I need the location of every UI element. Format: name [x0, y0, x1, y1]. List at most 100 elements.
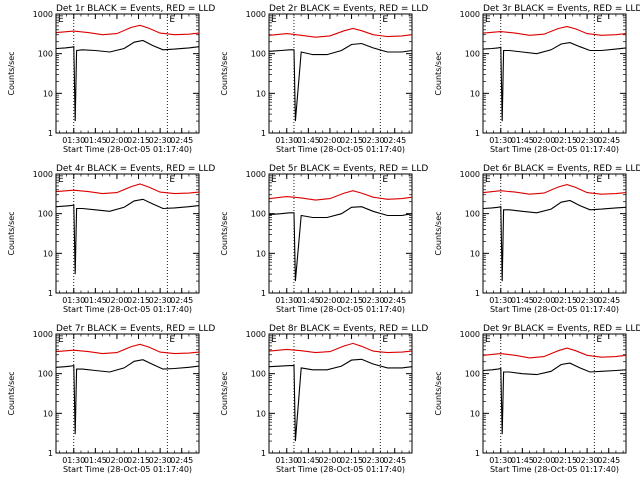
x-tick-label: 01:45 — [84, 136, 107, 145]
event-marker-label: E — [596, 335, 602, 345]
series-line-events — [269, 358, 413, 442]
y-tick-label: 1000 — [33, 10, 53, 19]
chart-title: Det 1r BLACK = Events, RED = LLD — [56, 4, 215, 14]
chart-panel-4: Det 4r BLACK = Events, RED = LLD 1 10 100 10… — [7, 164, 215, 314]
chart-panel-2: Det 2r BLACK = Events, RED = LLD 1 10 100 10… — [220, 4, 428, 154]
x-tick-label: 01:30 — [275, 456, 298, 465]
chart-panel-6: Det 6r BLACK = Events, RED = LLD 1 10 100 10… — [434, 164, 640, 314]
x-tick-label: 02:45 — [597, 456, 620, 465]
y-tick-label: 10 — [256, 89, 266, 98]
chart-panel-1: Det 1r BLACK = Events, RED = LLD 1 10 100 10… — [7, 4, 215, 154]
x-tick-label: 02:45 — [597, 296, 620, 305]
series-line-events — [56, 198, 200, 275]
x-axis-label: Start Time (28-Oct-05 01:17:40) — [276, 465, 405, 474]
y-tick-label: 10 — [256, 249, 266, 258]
series-line-lld — [269, 342, 413, 354]
event-marker-label: E — [382, 175, 388, 185]
x-tick-label: 02:30 — [149, 296, 172, 305]
y-axis-label: Counts/sec — [220, 51, 229, 95]
y-tick-label: 1 — [475, 129, 480, 138]
chart-panel-8: Det 8r BLACK = Events, RED = LLD 1 10 100 10… — [220, 324, 428, 474]
x-tick-label: 01:45 — [297, 296, 320, 305]
chart-panel-9: Det 9r BLACK = Events, RED = LLD 1 10 100 10… — [434, 324, 640, 474]
plot-frame — [268, 173, 413, 294]
series-line-events — [269, 206, 413, 282]
y-tick-label: 100 — [251, 370, 266, 379]
x-tick-label: 02:15 — [340, 136, 363, 145]
x-tick-label: 02:45 — [170, 296, 193, 305]
event-marker-label: E — [485, 175, 491, 185]
x-tick-label: 02:00 — [105, 456, 128, 465]
x-tick-label: 02:30 — [362, 296, 385, 305]
y-axis-label: Counts/sec — [220, 371, 229, 415]
y-axis-label: Counts/sec — [7, 371, 16, 415]
x-tick-label: 02:00 — [532, 296, 555, 305]
x-tick-label: 01:45 — [297, 456, 320, 465]
y-tick-label: 10 — [256, 409, 266, 418]
event-marker-label: E — [485, 15, 491, 25]
chart-title: Det 4r BLACK = Events, RED = LLD — [56, 164, 215, 174]
y-axis-label: Counts/sec — [220, 211, 229, 255]
x-tick-label: 02:15 — [127, 136, 150, 145]
event-marker-label: E — [169, 15, 175, 25]
x-tick-label: 02:30 — [362, 136, 385, 145]
y-tick-label: 10 — [43, 89, 53, 98]
x-tick-label: 01:45 — [511, 456, 534, 465]
event-marker-label: E — [169, 175, 175, 185]
event-marker-label: E — [271, 15, 277, 25]
x-tick-label: 02:00 — [318, 136, 341, 145]
y-tick-label: 100 — [38, 210, 53, 219]
y-tick-label: 1 — [475, 289, 480, 298]
x-tick-label: 01:30 — [489, 456, 512, 465]
y-tick-label: 100 — [251, 210, 266, 219]
plot-frame — [268, 333, 413, 454]
y-tick-label: 1 — [48, 289, 53, 298]
series-line-events — [56, 359, 200, 435]
event-marker-label: E — [596, 15, 602, 25]
chart-title: Det 3r BLACK = Events, RED = LLD — [483, 4, 640, 14]
plot-frame — [482, 333, 627, 454]
chart-panel-3: Det 3r BLACK = Events, RED = LLD 1 10 100 10… — [434, 4, 640, 154]
y-tick-label: 10 — [470, 409, 480, 418]
series-line-lld — [56, 183, 200, 195]
x-tick-label: 01:30 — [489, 136, 512, 145]
series-line-events — [483, 199, 627, 282]
x-axis-label: Start Time (28-Oct-05 01:17:40) — [63, 305, 192, 314]
plot-frame — [55, 173, 200, 294]
series-line-lld — [269, 27, 413, 38]
y-tick-label: 1000 — [246, 10, 266, 19]
y-axis-label: Counts/sec — [7, 211, 16, 255]
chart-title: Det 9r BLACK = Events, RED = LLD — [483, 324, 640, 334]
x-tick-label: 02:15 — [554, 456, 577, 465]
x-tick-label: 01:45 — [84, 296, 107, 305]
x-tick-label: 02:15 — [554, 296, 577, 305]
series-line-lld — [483, 184, 627, 195]
chart-title: Det 2r BLACK = Events, RED = LLD — [269, 4, 428, 14]
x-tick-label: 02:45 — [597, 136, 620, 145]
chart-title: Det 5r BLACK = Events, RED = LLD — [269, 164, 428, 174]
x-tick-label: 02:30 — [149, 456, 172, 465]
plot-frame — [482, 13, 627, 134]
event-marker-label: E — [58, 175, 64, 185]
x-tick-label: 02:30 — [576, 456, 599, 465]
x-tick-label: 02:15 — [554, 136, 577, 145]
y-tick-label: 1000 — [460, 170, 480, 179]
x-axis-label: Start Time (28-Oct-05 01:17:40) — [490, 465, 619, 474]
x-tick-label: 02:45 — [383, 456, 406, 465]
x-tick-label: 02:30 — [576, 296, 599, 305]
y-tick-label: 1 — [48, 449, 53, 458]
x-tick-label: 02:30 — [149, 136, 172, 145]
y-tick-label: 10 — [470, 249, 480, 258]
x-tick-label: 02:00 — [318, 296, 341, 305]
y-tick-label: 10 — [470, 89, 480, 98]
x-tick-label: 01:30 — [489, 296, 512, 305]
y-tick-label: 100 — [465, 370, 480, 379]
x-tick-label: 01:30 — [275, 296, 298, 305]
event-marker-label: E — [169, 335, 175, 345]
series-line-lld — [56, 24, 200, 36]
x-tick-label: 02:15 — [340, 296, 363, 305]
chart-panel-5: Det 5r BLACK = Events, RED = LLD 1 10 100 10… — [220, 164, 428, 314]
y-tick-label: 1000 — [460, 330, 480, 339]
plot-frame — [268, 13, 413, 134]
series-line-lld — [56, 343, 200, 355]
